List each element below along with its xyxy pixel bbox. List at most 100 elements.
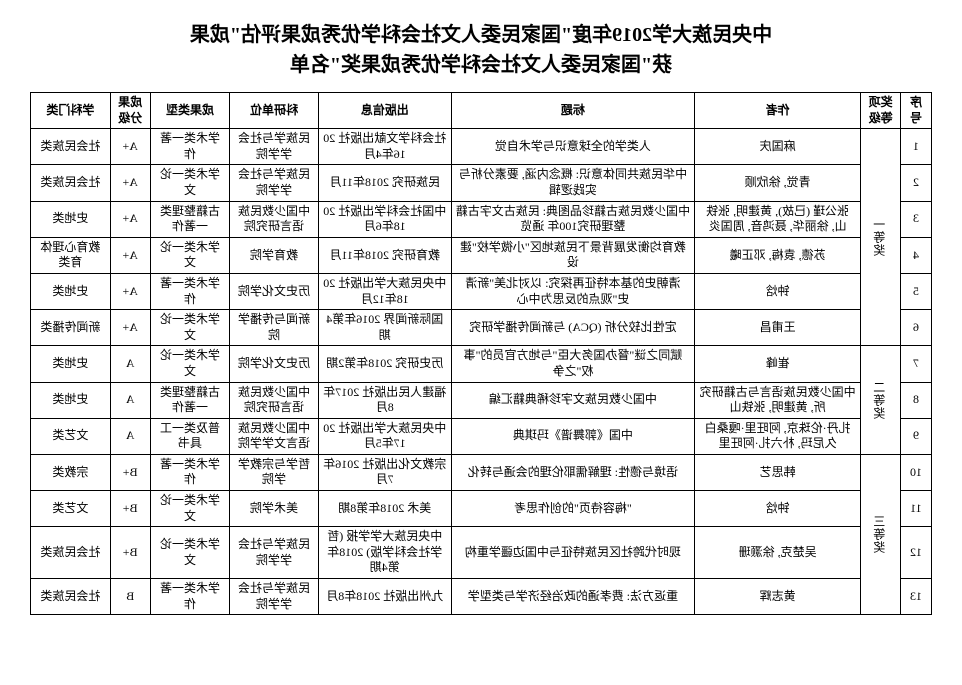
cell-pub: 中央民族大学学报 (哲学社会科学版) 2018年第4期 <box>318 527 451 579</box>
col-no: 序号 <box>901 93 932 129</box>
cell-disc: 文艺类 <box>31 418 111 454</box>
table-row: 6王甫昌定性比较分析 (QCA) 与新闻传播学研究国际新闻界 2016年第4期新… <box>31 310 932 346</box>
cell-title: "梅容待页"的创作思考 <box>451 491 695 527</box>
cell-type: 普及类一工具书 <box>150 418 230 454</box>
cell-author: 韩思艺 <box>695 454 861 490</box>
table-row: 12吴楚克, 徐灏珊现时代跨社区民族特征与中国边疆学重构中央民族大学学报 (哲学… <box>31 527 932 579</box>
cell-type: 学术类一论文 <box>150 310 230 346</box>
col-pub: 出版信息 <box>318 93 451 129</box>
cell-type: 学术类一著作 <box>150 273 230 309</box>
cell-dept: 民族学与社会学学院 <box>230 165 319 201</box>
cell-type: 古籍整理类一著作 <box>150 382 230 418</box>
cell-type: 古籍整理类一著作 <box>150 201 230 237</box>
cell-disc: 史地类 <box>31 201 111 237</box>
cell-disc: 宗教类 <box>31 454 111 490</box>
cell-title: 中华民族共同体意识: 概念内涵, 要素分析与实践逻辑 <box>451 165 695 201</box>
cell-grade: B+ <box>110 491 150 527</box>
cell-no: 5 <box>901 273 932 309</box>
cell-type: 学术类一著作 <box>150 579 230 615</box>
table-row: 2 青觉, 徐欣顺中华民族共同体意识: 概念内涵, 要素分析与实践逻辑民族研究 2… <box>31 165 932 201</box>
col-type: 成果类型 <box>150 93 230 129</box>
cell-disc: 社会民族类 <box>31 165 111 201</box>
cell-no: 8 <box>901 382 932 418</box>
cell-title: 赋同之谜"督办国务大臣"与地方官员的"事权"之争 <box>451 346 695 382</box>
header-row: 序号 奖项等级 作者 标题 出版信息 科研单位 成果类型 成果分级 学科门类 <box>31 93 932 129</box>
cell-no: 6 <box>901 310 932 346</box>
cell-disc: 社会民族类 <box>31 579 111 615</box>
table-row: 8 中国少数民族语言与古籍研究所, 黄建明, 张铁山中国少数民族文字珍稀典籍汇编福… <box>31 382 932 418</box>
cell-pub: 美术 2018年第8期 <box>318 491 451 527</box>
table-row: 13黄志辉重返方法: 费孝通的政治经济学与类型学九州出版社 2018年8月民族学… <box>31 579 932 615</box>
table-row: 11钟焓"梅容待页"的创作思考美术 2018年第8期美术学院学术类一论文B+文艺… <box>31 491 932 527</box>
cell-title: 人类学的全球意识与学术自觉 <box>451 129 695 165</box>
cell-grade: A+ <box>110 165 150 201</box>
cell-pub: 中央民族大学出版社 2018年12月 <box>318 273 451 309</box>
cell-grade: A+ <box>110 310 150 346</box>
cell-dept: 美术学院 <box>230 491 319 527</box>
cell-pub: 教育研究 2018年11月 <box>318 237 451 273</box>
cell-no: 2 <box>901 165 932 201</box>
cell-prize-level: 二等奖 <box>861 346 901 455</box>
cell-no: 3 <box>901 201 932 237</box>
cell-grade: B <box>110 579 150 615</box>
cell-title: 中国《郭舞谱》玛琪典 <box>451 418 695 454</box>
cell-title: 中国少数民族文字珍稀典籍汇编 <box>451 382 695 418</box>
cell-grade: B+ <box>110 454 150 490</box>
cell-pub: 民族研究 2018年11月 <box>318 165 451 201</box>
col-prize: 奖项等级 <box>861 93 901 129</box>
cell-author: 钟焓 <box>695 491 861 527</box>
cell-prize-level: 三等奖 <box>861 454 901 614</box>
cell-author: 黄志辉 <box>695 579 861 615</box>
cell-type: 学术类一著作 <box>150 454 230 490</box>
cell-no: 11 <box>901 491 932 527</box>
cell-type: 学术类一论文 <box>150 491 230 527</box>
col-author: 作者 <box>695 93 861 129</box>
table-row: 7二等奖崔峰赋同之谜"督办国务大臣"与地方官员的"事权"之争历史研究 2018年… <box>31 346 932 382</box>
cell-type: 学术类一论文 <box>150 346 230 382</box>
cell-disc: 新闻传播类 <box>31 310 111 346</box>
cell-author: 青觉, 徐欣顺 <box>695 165 861 201</box>
table-row: 9扎丹·伦珠京, 阿旺里·嘎桑白久尼玛, 朴六扎·阿旺里中国《郭舞谱》玛琪典中央… <box>31 418 932 454</box>
cell-grade: A+ <box>110 237 150 273</box>
page-title: 中央民族大学2019年度"国家民委人文社会科学优秀成果评估"成果 获"国家民委人… <box>30 20 932 80</box>
cell-type: 学术类一论文 <box>150 527 230 579</box>
cell-author: 张公瑾 (已故), 黄建明, 张铁山, 徐丽华, 聂鸿音, 周国炎 <box>695 201 861 237</box>
cell-dept: 中国少数民族语言文学学院 <box>230 418 319 454</box>
cell-dept: 历史文化学院 <box>230 273 319 309</box>
title-line1: 中央民族大学2019年度"国家民委人文社会科学优秀成果评估"成果 <box>190 24 772 46</box>
table-row: 1一等奖麻国庆人类学的全球意识与学术自觉社会科学文献出版社 2016年4月民族学… <box>31 129 932 165</box>
cell-pub: 中央民族大学出版社 2017年5月 <box>318 418 451 454</box>
cell-grade: A+ <box>110 201 150 237</box>
cell-disc: 教育心理体育类 <box>31 237 111 273</box>
cell-author: 崔峰 <box>695 346 861 382</box>
cell-pub: 宗教文化出版社 2016年7月 <box>318 454 451 490</box>
cell-pub: 国际新闻界 2016年第4期 <box>318 310 451 346</box>
col-dept: 科研单位 <box>230 93 319 129</box>
cell-no: 1 <box>901 129 932 165</box>
cell-disc: 史地类 <box>31 346 111 382</box>
table-row: 5钟焓清朝史的基本特征再探究: 以对北美"新清史"观点的反思为中心中央民族大学出… <box>31 273 932 309</box>
cell-grade: A+ <box>110 273 150 309</box>
cell-author: 中国少数民族语言与古籍研究所, 黄建明, 张铁山 <box>695 382 861 418</box>
cell-pub: 九州出版社 2018年8月 <box>318 579 451 615</box>
cell-grade: A <box>110 382 150 418</box>
cell-title: 中国少数民族古籍珍品图典: 民族古文字古籍整理研究100年 通览 <box>451 201 695 237</box>
cell-disc: 社会民族类 <box>31 527 111 579</box>
cell-title: 现时代跨社区民族特征与中国边疆学重构 <box>451 527 695 579</box>
cell-author: 麻国庆 <box>695 129 861 165</box>
cell-pub: 中国社会科学出版社 2018年6月 <box>318 201 451 237</box>
cell-pub: 历史研究 2018年第2期 <box>318 346 451 382</box>
cell-prize-level: 一等奖 <box>861 129 901 346</box>
cell-no: 13 <box>901 579 932 615</box>
cell-dept: 新闻与传播学院 <box>230 310 319 346</box>
cell-pub: 福建人民出版社 2017年8月 <box>318 382 451 418</box>
cell-dept: 民族学与社会学学院 <box>230 129 319 165</box>
cell-dept: 哲学与宗教学学院 <box>230 454 319 490</box>
awards-table: 序号 奖项等级 作者 标题 出版信息 科研单位 成果类型 成果分级 学科门类 1… <box>30 92 932 615</box>
cell-type: 学术类一论文 <box>150 165 230 201</box>
cell-dept: 历史文化学院 <box>230 346 319 382</box>
cell-author: 吴楚克, 徐灏珊 <box>695 527 861 579</box>
cell-grade: B+ <box>110 527 150 579</box>
cell-author: 扎丹·伦珠京, 阿旺里·嘎桑白久尼玛, 朴六扎·阿旺里 <box>695 418 861 454</box>
cell-author: 苏德, 袁梅, 邓正曦 <box>695 237 861 273</box>
